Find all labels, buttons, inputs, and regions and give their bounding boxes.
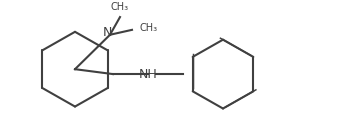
Text: CH₃: CH₃ <box>111 2 129 12</box>
Text: N: N <box>102 26 112 39</box>
Text: CH₃: CH₃ <box>140 23 158 33</box>
Text: NH: NH <box>139 68 157 81</box>
